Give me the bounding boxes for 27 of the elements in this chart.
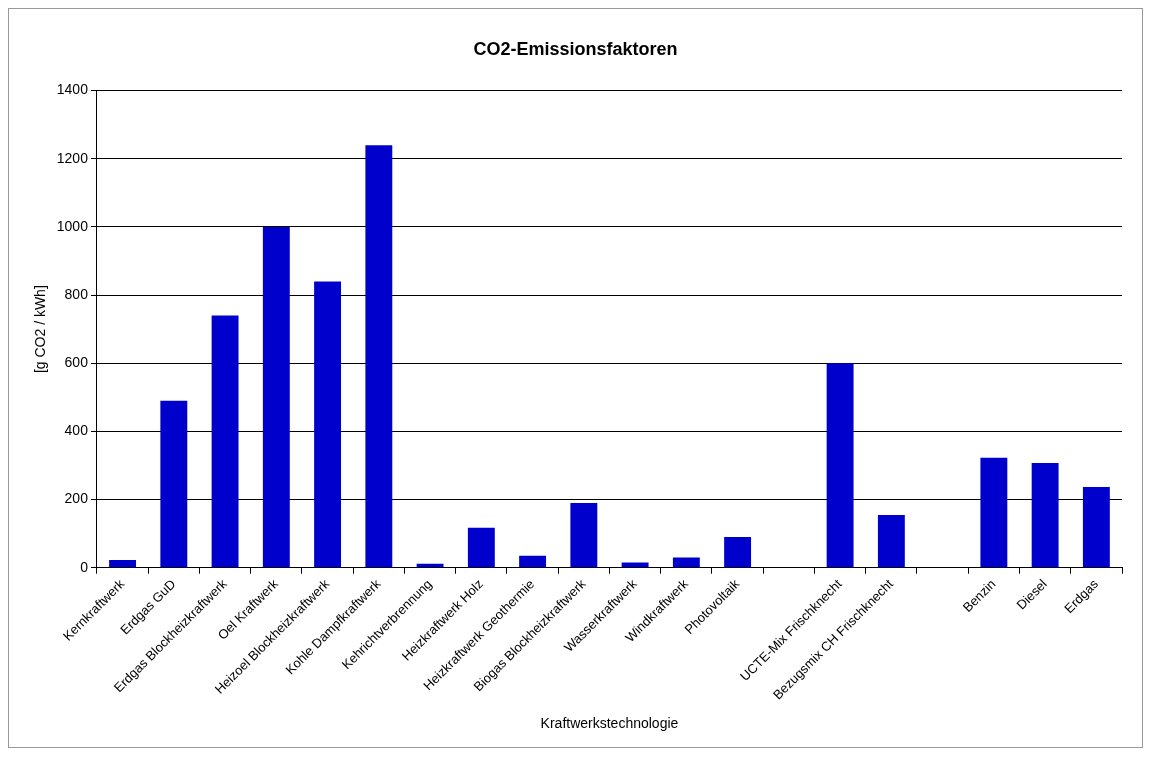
y-axis-title: [g CO2 / kWh] xyxy=(32,285,49,374)
bar xyxy=(672,557,700,568)
y-tick-label: 0 xyxy=(80,558,89,575)
y-tick-label: 800 xyxy=(64,285,89,302)
chart-title: CO2-Emissionsfaktoren xyxy=(473,38,678,59)
y-tick-label: 1200 xyxy=(56,149,89,166)
bar xyxy=(826,363,854,568)
bar xyxy=(109,559,137,568)
bar xyxy=(877,514,905,568)
y-tick-label: 400 xyxy=(64,422,89,439)
bar xyxy=(467,527,495,568)
bar xyxy=(365,145,393,568)
bar xyxy=(160,400,188,568)
y-tick-label: 200 xyxy=(64,490,89,507)
bar xyxy=(570,502,598,568)
bar xyxy=(519,555,547,568)
bar xyxy=(724,537,752,568)
y-tick-label: 1400 xyxy=(56,81,89,98)
bar xyxy=(980,457,1008,568)
bar xyxy=(262,226,290,568)
bar xyxy=(211,315,239,568)
bar xyxy=(1031,463,1059,568)
y-tick-label: 1000 xyxy=(56,217,89,234)
y-tick-label: 600 xyxy=(64,354,89,371)
bar xyxy=(1082,486,1110,568)
bar xyxy=(314,281,342,568)
x-axis-title: Kraftwerkstechnologie xyxy=(540,715,679,732)
